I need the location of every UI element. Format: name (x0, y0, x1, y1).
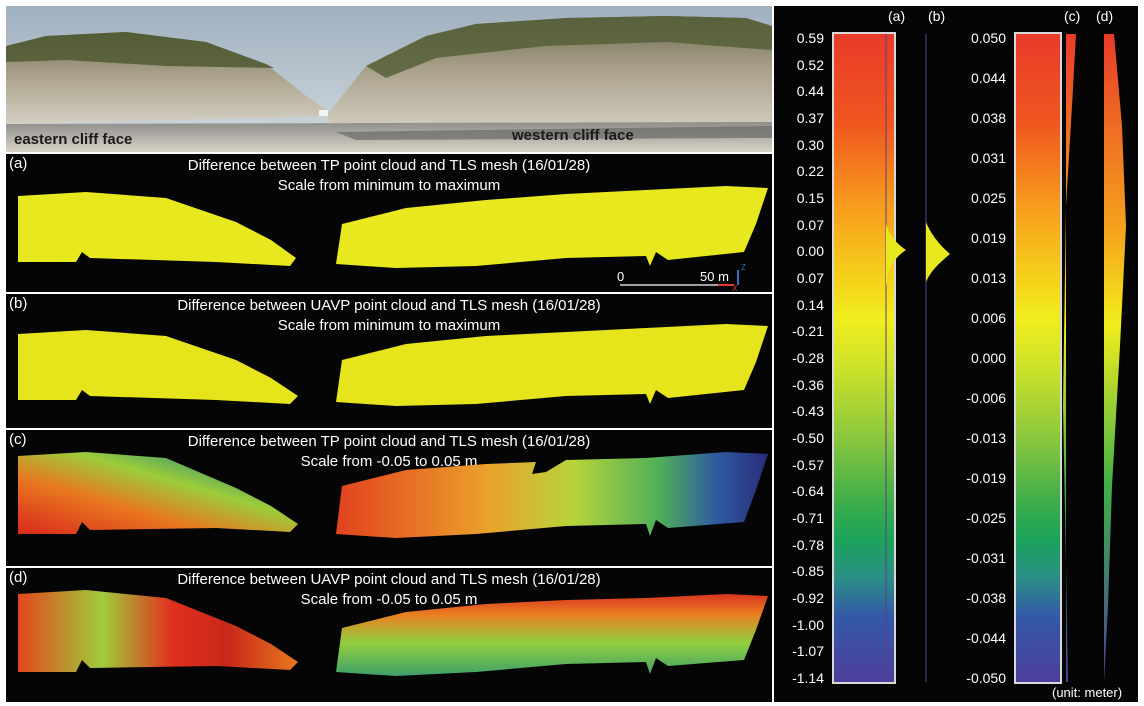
tick-label: 0.07 (796, 216, 824, 233)
tick-label: -0.28 (792, 350, 824, 366)
tick-label: -0.36 (792, 376, 824, 393)
panel-c-letter: (c) (9, 431, 27, 448)
hist-label-c: (c) (1064, 8, 1081, 24)
tick-label: -0.57 (792, 456, 824, 473)
tick-label: -0.050 (966, 670, 1006, 686)
tick-label: 0.00 (796, 243, 824, 260)
tick-label: -0.038 (966, 590, 1006, 606)
tick-label: 0.000 (970, 350, 1006, 366)
tick-label: -0.78 (792, 536, 824, 553)
panel-a: (a) Difference between TP point cloud an… (6, 154, 772, 292)
western-cliff-label: western cliff face (511, 127, 634, 144)
hist-label-b: (b) (928, 8, 946, 24)
tick-label: -0.71 (792, 510, 824, 526)
tick-label: 0.44 (796, 83, 824, 100)
panel-c-title-line2: Scale from -0.05 to 0.05 m (300, 453, 478, 470)
tick-label: 0.59 (796, 30, 824, 46)
colorbar-panel: 0.59 0.52 0.44 0.37 0.30 0.22 0.15 0.07 0.00 0.07… (774, 6, 1138, 702)
colorbar-right (1014, 32, 1062, 684)
panel-a-title-line2: Scale from minimum to maximum (277, 177, 501, 194)
histogram-c (1063, 34, 1076, 682)
panel-b-title-line1: Difference between UAVP point cloud and … (177, 297, 601, 314)
tick-label: -1.07 (792, 643, 824, 660)
panel-a-map: 0 50 m Z X (18, 186, 768, 292)
tick-label: -0.025 (966, 510, 1006, 526)
tick-label: 0.37 (796, 110, 824, 126)
panel-c-title-line1: Difference between TP point cloud and TL… (187, 433, 591, 450)
colorbar-left (832, 32, 896, 684)
axis-z-label: Z (741, 263, 746, 272)
panel-d-title-line2: Scale from -0.05 to 0.05 m (300, 591, 478, 608)
scalebar-start-label: 0 (617, 269, 624, 284)
cliff-photo-image: eastern cliff face western cliff face (6, 6, 772, 152)
tick-label: -1.14 (792, 670, 824, 686)
tick-label: -0.044 (966, 630, 1006, 646)
tick-label: 0.031 (970, 150, 1006, 166)
panel-a-title-line1: Difference between TP point cloud and TL… (187, 157, 591, 174)
unit-label: (unit: meter) (1052, 685, 1123, 700)
panel-b-map (18, 324, 768, 406)
tick-label: 0.044 (970, 70, 1006, 86)
panel-c-map (18, 452, 768, 538)
histograms (885, 34, 1126, 682)
tick-label: -0.019 (966, 470, 1006, 486)
tick-label: -1.00 (792, 616, 824, 633)
tick-label: 0.050 (970, 30, 1006, 46)
tick-label: -0.85 (792, 563, 824, 580)
eastern-cliff-label: eastern cliff face (14, 131, 132, 148)
tick-label: 0.006 (970, 310, 1006, 326)
histogram-a (886, 224, 906, 286)
panel-d-letter: (d) (9, 569, 28, 586)
tick-label: 0.019 (970, 230, 1006, 246)
hist-label-a: (a) (888, 8, 906, 24)
tick-label: -0.50 (792, 430, 824, 446)
tick-label: 0.22 (796, 163, 824, 180)
panel-c: (c) Difference between TP point cloud an… (6, 430, 772, 566)
histogram-d (1104, 34, 1126, 682)
panel-a-letter: (a) (9, 155, 28, 172)
panel-b: (b) Difference between UAVP point cloud … (6, 294, 772, 428)
panel-d-title-line1: Difference between UAVP point cloud and … (177, 571, 601, 588)
tick-label: -0.031 (966, 550, 1006, 566)
tick-label: -0.21 (792, 323, 824, 340)
tick-label: 0.038 (970, 110, 1006, 126)
tick-label: -0.013 (966, 430, 1006, 446)
tick-label: 0.025 (970, 190, 1006, 206)
tick-label: -0.64 (792, 483, 824, 500)
tick-label: 0.15 (796, 190, 824, 206)
cliff-photograph: eastern cliff face western cliff face (6, 6, 772, 152)
panel-d-map (18, 590, 768, 676)
axis-x-label: X (732, 284, 738, 292)
hist-label-d: (d) (1096, 8, 1114, 24)
panel-b-letter: (b) (9, 295, 28, 312)
tick-label: -0.006 (966, 390, 1006, 406)
histogram-b (926, 222, 950, 282)
tick-label: 0.14 (796, 296, 824, 313)
tick-label: -0.92 (792, 590, 824, 606)
tick-label: -0.43 (792, 403, 824, 420)
panel-d: (d) Difference between UAVP point cloud … (6, 568, 772, 702)
scalebar-end-label: 50 m (700, 269, 729, 284)
tick-label: 0.013 (970, 270, 1006, 286)
tick-label: 0.07 (796, 270, 824, 286)
panel-b-title-line2: Scale from minimum to maximum (277, 317, 501, 334)
tick-label: 0.30 (796, 136, 824, 153)
tick-label: 0.52 (796, 56, 824, 73)
